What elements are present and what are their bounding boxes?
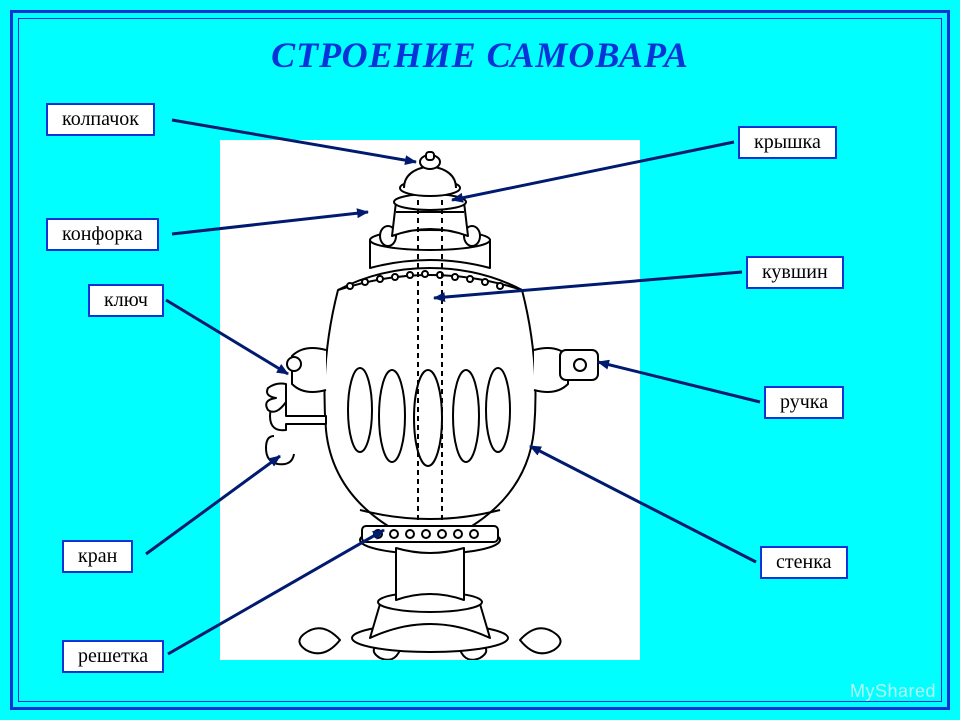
label-reshetka: решетка [62, 640, 164, 673]
label-kuvshin: кувшин [746, 256, 844, 289]
watermark: MyShared [850, 681, 936, 702]
label-stenka: стенка [760, 546, 848, 579]
label-kran: кран [62, 540, 133, 573]
samovar-illustration [220, 140, 640, 660]
label-ruchka: ручка [764, 386, 844, 419]
diagram-title: СТРОЕНИЕ САМОВАРА [0, 34, 960, 76]
label-konforka: конфорка [46, 218, 159, 251]
label-kolpachok: колпачок [46, 103, 155, 136]
label-kryshka: крышка [738, 126, 837, 159]
label-klyuch: ключ [88, 284, 164, 317]
